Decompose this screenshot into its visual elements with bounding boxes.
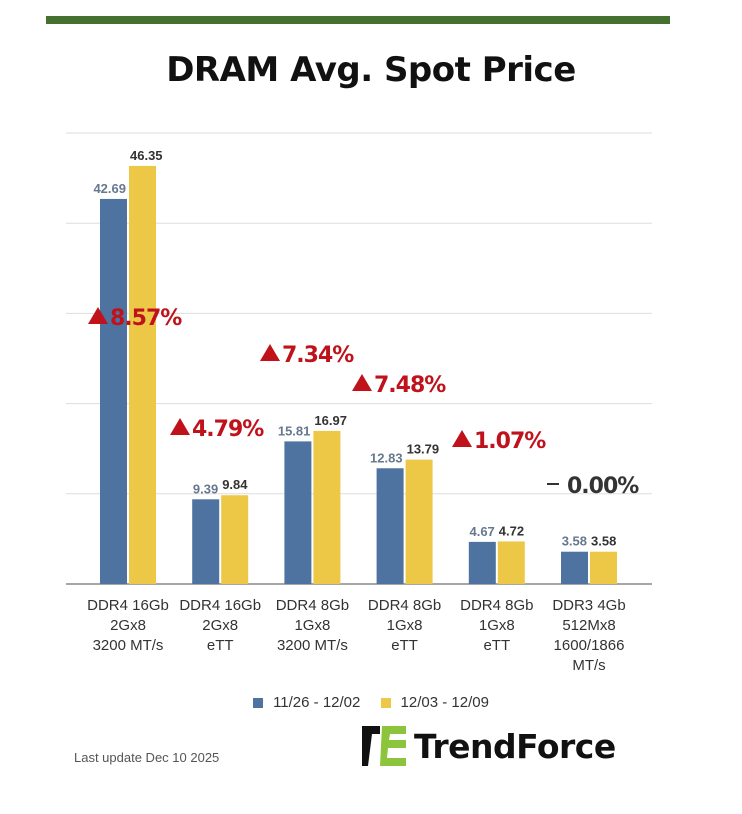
x-tick-label: eTT [483,637,510,654]
up-triangle-icon [170,418,190,435]
x-tick-label: 3200 MT/s [277,637,348,654]
data-label-series-2: 16.97 [314,413,347,428]
x-tick-label: 2Gx8 [110,617,146,634]
up-triangle-icon [88,307,108,324]
change-percent-label: 0.00% [567,474,639,499]
x-tick-label: DDR4 16Gb [179,597,261,614]
data-label-series-2: 46.35 [130,148,163,163]
x-tick-label: DDR4 8Gb [368,597,441,614]
trendforce-logo: TrendForce [362,726,616,766]
legend: 11/26 - 12/02 12/03 - 12/09 [0,694,742,712]
data-label-series-2: 3.58 [591,534,616,549]
data-label-series-2: 4.72 [499,523,524,538]
x-tick-label: 512Mx8 [562,617,615,634]
x-tick-label: DDR3 4Gb [552,597,625,614]
bar-series-1 [468,541,496,584]
flat-dash-icon [547,483,559,485]
legend-swatch-yellow [380,697,391,708]
x-tick-label: DDR4 16Gb [87,597,169,614]
x-tick-label: DDR4 8Gb [460,597,533,614]
bar-series-1 [192,499,220,584]
change-percent-label: 7.34% [282,343,354,368]
x-tick-label: 2Gx8 [202,617,238,634]
x-tick-label: 1Gx8 [387,617,423,634]
up-triangle-icon [452,430,472,447]
legend-label: 12/03 - 12/09 [400,694,489,711]
x-tick-label: 1600/1866 [554,637,625,654]
bar-series-1 [284,441,312,584]
x-tick-label: eTT [207,637,234,654]
trendforce-logo-icon [362,726,406,766]
change-percent-label: 4.79% [192,417,264,442]
legend-item-series-1[interactable]: 11/26 - 12/02 [253,694,360,711]
bar-series-2 [405,459,433,584]
legend-swatch-blue [253,697,264,708]
bar-series-1 [561,551,588,584]
change-percent-label: 7.48% [374,373,446,398]
bar-series-2 [221,495,249,584]
data-label-series-1: 9.39 [193,481,218,496]
bar-series-1 [100,198,127,584]
data-label-series-1: 4.67 [469,524,494,539]
x-tick-label: eTT [391,637,418,654]
bar-series-2 [497,541,525,584]
data-label-series-1: 12.83 [370,450,403,465]
bar-series-2 [590,551,617,584]
data-label-series-1: 42.69 [93,181,126,196]
legend-item-series-2[interactable]: 12/03 - 12/09 [380,694,489,711]
x-tick-label: 1Gx8 [294,617,330,634]
x-tick-label: 1Gx8 [479,617,515,634]
header-accent-bar [46,16,670,24]
x-tick-label: MT/s [572,657,605,674]
up-triangle-icon [260,344,280,361]
change-percent-label: 8.57% [110,306,182,331]
up-triangle-icon [352,374,372,391]
bar-series-2 [129,165,156,584]
x-tick-label: DDR4 8Gb [276,597,349,614]
bar-series-2 [313,430,341,584]
x-tick-label: 3200 MT/s [93,637,164,654]
data-label-series-2: 9.84 [222,477,248,492]
data-label-series-1: 15.81 [278,423,311,438]
chart-title: DRAM Avg. Spot Price [166,50,576,90]
trendforce-logo-text: TrendForce [414,726,616,766]
bar-series-1 [376,468,404,584]
legend-label: 11/26 - 12/02 [273,694,361,711]
data-label-series-2: 13.79 [407,442,440,457]
data-label-series-1: 3.58 [562,534,587,549]
last-update-text: Last update Dec 10 2025 [74,750,220,765]
change-percent-label: 1.07% [474,429,546,454]
